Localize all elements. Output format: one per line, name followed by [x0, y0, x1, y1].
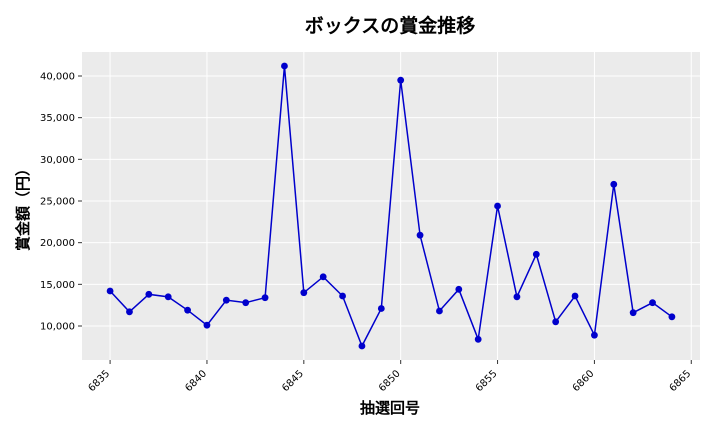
data-point — [629, 309, 637, 317]
data-point — [436, 307, 443, 315]
data-point — [416, 231, 424, 239]
data-point — [668, 313, 676, 321]
data-point — [455, 285, 463, 293]
x-tick-label: 6855 — [474, 368, 500, 394]
chart-title: ボックスの賞金推移 — [305, 14, 475, 37]
y-tick-label: 35,000 — [40, 113, 75, 124]
x-tick-label: 6850 — [377, 368, 403, 394]
grid — [82, 52, 700, 360]
data-point — [203, 321, 211, 329]
series — [106, 62, 676, 350]
y-axis-label: 賞金額（円） — [14, 161, 32, 251]
y-tick-label: 40,000 — [40, 72, 75, 83]
x-tick-label: 6865 — [668, 368, 694, 394]
data-point — [494, 202, 501, 210]
data-point — [222, 296, 230, 304]
data-point — [261, 294, 269, 302]
x-axis-ticks: 6835 6840 6845 6850 6855 6860 6865 — [86, 360, 693, 394]
y-tick-label: 10,000 — [40, 322, 75, 333]
data-point — [358, 342, 366, 350]
data-point — [106, 287, 114, 295]
data-point — [319, 273, 327, 281]
x-axis-label: 抽選回号 — [360, 399, 420, 417]
data-point — [591, 331, 598, 339]
x-tick-label: 6845 — [280, 368, 306, 394]
y-tick-label: 25,000 — [40, 197, 75, 208]
x-tick-label: 6835 — [86, 368, 112, 394]
series-line — [109, 65, 673, 348]
data-point — [242, 299, 250, 307]
data-point — [552, 318, 560, 326]
y-axis-ticks: 10,000 15,000 20,000 25,000 30,000 35,000 40,0… — [40, 72, 82, 333]
data-point — [397, 76, 405, 84]
x-tick-label: 6860 — [571, 368, 597, 394]
y-tick-label: 15,000 — [40, 280, 75, 291]
data-point — [339, 292, 346, 300]
data-point — [184, 306, 191, 314]
data-point — [126, 308, 133, 316]
data-point — [649, 299, 656, 307]
data-point — [571, 292, 579, 300]
data-point — [164, 293, 172, 301]
data-point — [377, 305, 385, 312]
data-point — [474, 335, 482, 343]
y-tick-label: 30,000 — [40, 155, 75, 166]
data-point — [532, 250, 540, 258]
data-point — [513, 293, 521, 301]
data-point — [145, 290, 153, 298]
data-point — [300, 289, 308, 297]
y-tick-label: 20,000 — [40, 238, 75, 249]
x-tick-label: 6840 — [183, 368, 209, 394]
data-point — [610, 180, 618, 188]
plot-area — [82, 52, 700, 360]
data-point — [281, 62, 288, 70]
